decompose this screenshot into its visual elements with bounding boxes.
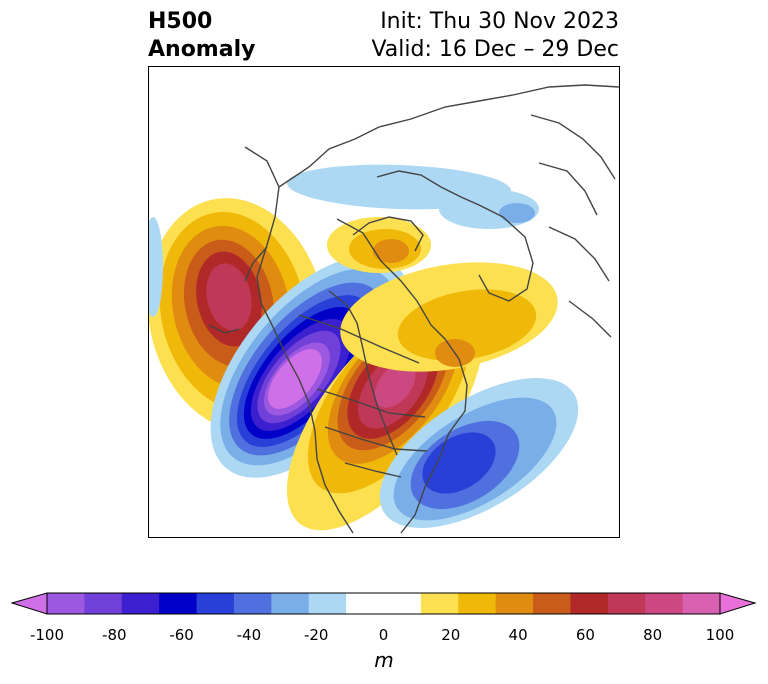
colorbar-upper-extension <box>719 592 757 615</box>
colorbar-segment <box>271 593 310 614</box>
colorbar-tick-label: 40 <box>508 626 528 644</box>
colorbar-segment <box>121 593 160 614</box>
colorbar-segment <box>420 593 459 614</box>
colorbar-tick-label: 100 <box>705 626 735 644</box>
title-line-2: Anomaly <box>148 37 256 62</box>
date-info: Init: Thu 30 Nov 2023 Valid: 16 Dec – 29… <box>371 8 619 64</box>
anomaly-map <box>148 66 620 538</box>
init-date-label: Init: Thu 30 Nov 2023 <box>380 9 619 34</box>
colorbar-segment <box>159 593 198 614</box>
western-atlantic-trough-anomaly <box>379 378 579 528</box>
far-west-negative-fringe <box>149 217 163 317</box>
colorbar-tick-label: -80 <box>102 626 127 644</box>
colorbar-tick-label: 0 <box>378 626 389 644</box>
colorbar-tick-label: -40 <box>236 626 262 644</box>
colorbar-segment <box>570 593 609 614</box>
colorbar-lower-extension <box>10 592 48 615</box>
colorbar-segment <box>533 593 571 614</box>
colorbar-segment <box>308 593 347 614</box>
colorbar-tick-label: 80 <box>643 626 663 644</box>
colorbar-tick-label: 20 <box>441 626 461 644</box>
colorbar-tick-label: -20 <box>303 626 329 644</box>
colorbar <box>10 592 757 615</box>
colorbar-unit-label: m <box>374 648 394 672</box>
colorbar-tick-label: 60 <box>575 626 595 644</box>
colorbar-segment <box>607 593 646 614</box>
greenland-ridge-anomaly <box>327 217 558 372</box>
colorbar-segment <box>682 593 721 614</box>
coastlines-and-borders <box>208 84 619 534</box>
colorbar-tick-label: -60 <box>169 626 194 644</box>
colorbar-segment <box>645 593 684 614</box>
colorbar-segment <box>233 593 272 614</box>
chart-title: H500 Anomaly <box>148 8 255 64</box>
colorbar-segment <box>47 593 85 614</box>
valid-date-label: Valid: 16 Dec – 29 Dec <box>371 37 619 62</box>
colorbar-segment <box>346 593 384 614</box>
colorbar-segment <box>84 593 123 614</box>
colorbar-segment <box>196 593 235 614</box>
title-line-1: H500 <box>148 9 213 34</box>
arctic-trough-anomaly <box>287 164 539 229</box>
colorbar-segment <box>383 593 422 614</box>
colorbar-segment <box>495 593 534 614</box>
colorbar-tick-label: -100 <box>29 626 65 644</box>
colorbar-segment <box>458 593 497 614</box>
